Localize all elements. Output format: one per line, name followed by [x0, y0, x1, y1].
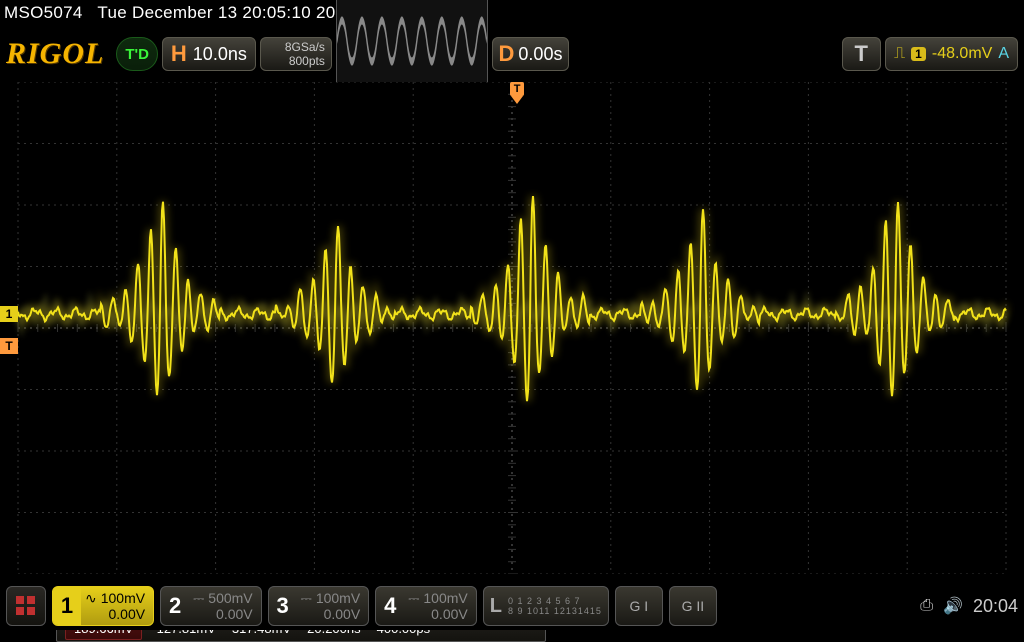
trigger-level-marker[interactable]: T [0, 338, 18, 354]
trigger-level-control[interactable]: ⎍ 1 -48.0mV A [885, 37, 1018, 71]
h-label: H [171, 41, 187, 67]
menu-grid-button[interactable] [6, 586, 46, 626]
waveform-svg [0, 82, 1024, 574]
trigger-channel: 1 [911, 47, 926, 61]
trigger-position-marker[interactable]: T [510, 82, 524, 104]
page-title: MSO5074 Tue December 13 20:05:10 2022 [4, 3, 355, 23]
clock: 20:04 [973, 596, 1018, 617]
datetime: Tue December 13 20:05:10 2022 [97, 3, 355, 22]
t-label: T [855, 41, 868, 67]
logic-analyzer-button[interactable]: L 0 1 2 3 4 5 6 7 8 9 1011 12131415 [483, 586, 609, 626]
ch1-ground-marker[interactable]: 1 [0, 306, 18, 322]
brand-logo: RIGOL [6, 37, 104, 71]
timebase-value: 10.0ns [193, 44, 247, 65]
toolbar: RIGOL T'D H 10.0ns 8GSa/s 800pts Measure… [0, 32, 1024, 76]
channel-2-button[interactable]: 2⎓500mV0.00V [160, 586, 262, 626]
logic-bits: 0 1 2 3 4 5 6 7 8 9 1011 12131415 [508, 596, 602, 616]
trigger-level: -48.0mV [932, 45, 992, 63]
bottom-bar: 1∿100mV0.00V2⎓500mV0.00V3⎓100mV0.00V4⎓10… [0, 582, 1024, 630]
channel-3-button[interactable]: 3⎓100mV0.00V [268, 586, 370, 626]
mem-depth: 800pts [289, 54, 325, 68]
waveform-display[interactable]: T 1 T Vmax1189.66mVVmin1-127.81mVVpp1317… [0, 82, 1024, 574]
d-label: D [499, 41, 515, 67]
edge-icon: ⎍ [894, 45, 905, 63]
generator-2-button[interactable]: G II [669, 586, 717, 626]
channel-1-button[interactable]: 1∿100mV0.00V [52, 586, 154, 626]
run-mode-indicator[interactable]: T'D [116, 37, 158, 71]
status-icons: ⎙ 🔊 20:04 [920, 596, 1018, 617]
generator-1-button[interactable]: G I [615, 586, 663, 626]
sample-info: 8GSa/s 800pts [260, 37, 332, 71]
sound-icon: 🔊 [943, 596, 963, 616]
channel-4-button[interactable]: 4⎓100mV0.00V [375, 586, 477, 626]
logic-label: L [490, 595, 502, 618]
timebase-control[interactable]: H 10.0ns [162, 37, 256, 71]
usb-icon: ⎙ [920, 597, 933, 615]
delay-control[interactable]: D 0.00s [492, 37, 570, 71]
sample-rate: 8GSa/s [285, 40, 325, 54]
delay-value: 0.00s [518, 44, 562, 65]
trigger-type[interactable]: T [842, 37, 881, 71]
model-id: MSO5074 [4, 3, 83, 22]
grid-icon [15, 595, 37, 617]
trigger-mode: A [998, 45, 1009, 63]
